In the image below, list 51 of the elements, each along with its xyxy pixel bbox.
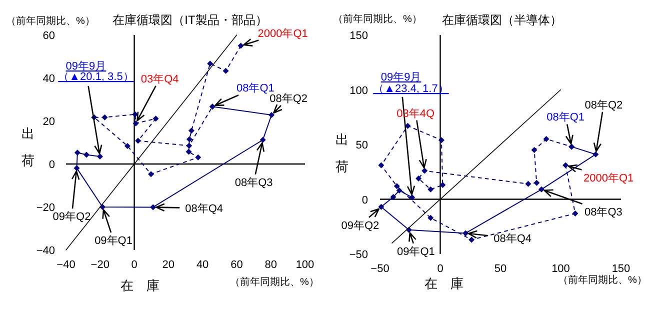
y-axis-title: 出荷 — [22, 126, 34, 168]
annotation: 08年Q1 — [236, 82, 274, 95]
annotation: 08年Q4 — [494, 233, 532, 246]
x-tick-label: 20 — [162, 259, 175, 271]
annotation: 09年9月 — [380, 71, 422, 84]
annotation: 08年Q3 — [584, 206, 622, 218]
text: （前年同期比、%） — [333, 13, 422, 25]
y-axis-title: 出荷 — [336, 132, 348, 174]
y-tick-label: 150 — [350, 30, 368, 42]
annotation: 09年9月 — [66, 60, 106, 72]
x-tick-label: −40 — [56, 259, 76, 271]
y-tick-label: 20 — [42, 116, 55, 128]
y-tick-label: 60 — [42, 30, 55, 42]
x-tick-label: 100 — [552, 263, 570, 275]
annotation: 09年Q2 — [52, 211, 91, 224]
annotation: 08年Q2 — [270, 92, 308, 105]
x-tick-label: 60 — [230, 259, 243, 271]
y-tick-label: 0 — [362, 194, 368, 206]
y-tick-label: −50 — [349, 249, 368, 261]
annotation: 2000年Q1 — [258, 28, 308, 40]
y-tick-label: 50 — [356, 140, 368, 152]
x-tick-label: 100 — [296, 259, 314, 271]
y-tick-label: −20 — [36, 202, 55, 214]
annotation: 09年Q1 — [94, 235, 132, 247]
x-tick-label: 0 — [131, 259, 138, 271]
text: （前年同期比、%） — [558, 274, 647, 286]
y-tick-label: −40 — [36, 245, 55, 257]
x-tick-label: −20 — [90, 259, 110, 271]
annotation: 08年Q4 — [185, 203, 224, 216]
x-tick-label: 150 — [612, 263, 630, 275]
x-axis-title: 在 庫 — [424, 276, 464, 291]
x-tick-label: 40 — [196, 259, 209, 271]
text: （前年同期比、%） — [230, 276, 319, 288]
chart-title: 在庫循環図（IT製品・部品） — [112, 13, 268, 27]
chart-title: 在庫循環図（半導体） — [442, 13, 562, 27]
annotation: 08年Q3 — [234, 176, 273, 189]
y-tick-label: 100 — [350, 84, 368, 97]
annotation: 09年Q2 — [341, 220, 380, 232]
x-axis-title: 在 庫 — [120, 278, 160, 293]
annotation: 03年Q4 — [140, 73, 179, 86]
annotation: 2000年Q1 — [583, 172, 634, 184]
y-tick-label: 0 — [48, 159, 55, 171]
annotation: 08年Q2 — [584, 99, 623, 112]
annotation: 09年Q1 — [396, 246, 435, 258]
x-tick-label: 0 — [437, 263, 444, 275]
x-tick-label: −50 — [370, 263, 390, 275]
x-tick-label: 80 — [264, 259, 277, 271]
x-tick-label: 50 — [494, 263, 507, 275]
annotation: 08年Q1 — [546, 112, 585, 124]
y-tick-label: 40 — [42, 73, 55, 85]
text: （前年同期比、%） — [6, 15, 95, 27]
